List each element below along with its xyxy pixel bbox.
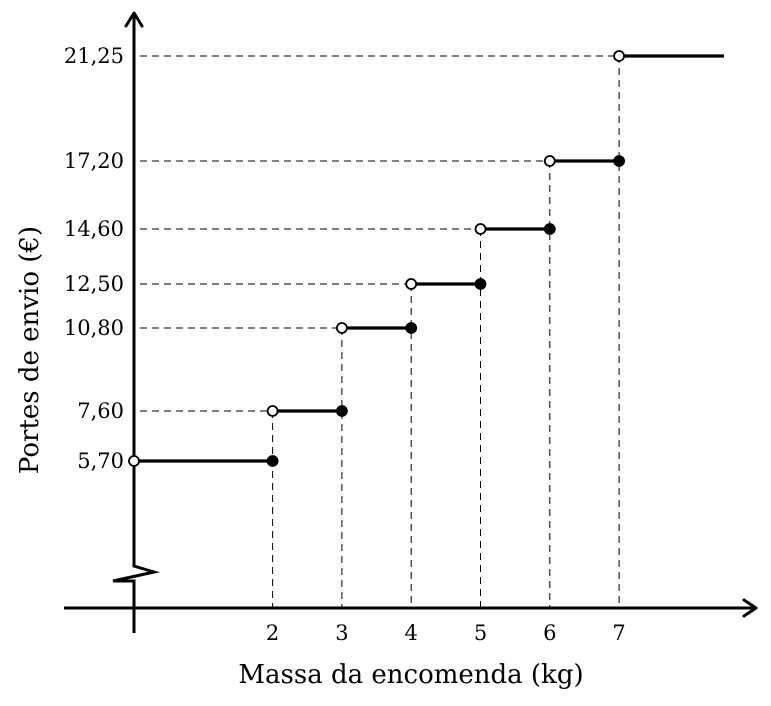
y-axis-arrow bbox=[124, 11, 144, 28]
step-endpoints bbox=[128, 50, 625, 467]
y-axis-label: Portes de envio (€) bbox=[15, 226, 45, 474]
closed-point bbox=[543, 223, 556, 235]
closed-point bbox=[335, 405, 348, 417]
axes bbox=[64, 11, 758, 633]
closed-point bbox=[613, 155, 625, 167]
x-tick-labels: 2 3 4 5 6 7 bbox=[266, 621, 626, 645]
y-tick-label: 5,70 bbox=[77, 449, 124, 473]
x-axis-arrow bbox=[742, 598, 758, 618]
step-segments bbox=[134, 54, 724, 463]
open-point bbox=[335, 322, 348, 334]
x-tick-label: 5 bbox=[474, 621, 487, 645]
y-tick-label: 7,60 bbox=[77, 399, 124, 423]
y-tick-label: 10,80 bbox=[64, 316, 124, 340]
dashed-guide-lines bbox=[134, 55, 620, 608]
closed-point bbox=[266, 455, 279, 467]
x-tick-label: 7 bbox=[612, 621, 625, 645]
y-tick-label: 12,50 bbox=[64, 272, 124, 296]
x-tick-label: 3 bbox=[335, 621, 348, 645]
closed-point bbox=[405, 322, 418, 334]
open-point bbox=[128, 455, 140, 467]
open-point bbox=[474, 223, 487, 235]
x-tick-label: 2 bbox=[266, 621, 279, 645]
y-tick-label: 17,20 bbox=[64, 149, 124, 173]
y-tick-label: 21,25 bbox=[64, 44, 124, 68]
y-tick-label: 14,60 bbox=[64, 217, 124, 241]
x-axis-label: Massa da encomenda (kg) bbox=[238, 660, 583, 690]
y-axis-line-with-break bbox=[112, 16, 160, 633]
open-point bbox=[266, 405, 279, 417]
x-tick-label: 4 bbox=[405, 621, 418, 645]
closed-point bbox=[474, 278, 487, 290]
y-tick-labels: 5,70 7,60 10,80 12,50 14,60 17,20 21,25 bbox=[64, 44, 124, 473]
x-tick-label: 6 bbox=[543, 621, 556, 645]
open-point bbox=[543, 155, 556, 167]
open-point bbox=[405, 278, 418, 290]
open-point bbox=[613, 50, 625, 62]
